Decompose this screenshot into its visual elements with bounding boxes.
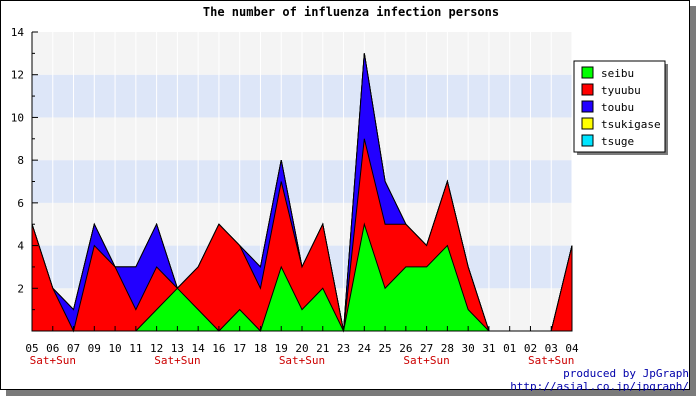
legend-swatch-tsuge [581, 134, 594, 147]
legend-swatch-toubu [581, 100, 594, 113]
x-tick-label: 03 [545, 342, 558, 355]
x-tick-label: 24 [358, 342, 372, 355]
x-tick-label: 18 [254, 342, 267, 355]
x-tick-label: 20 [295, 342, 308, 355]
y-tick-label: 2 [17, 282, 24, 295]
chart-title: The number of influenza infection person… [203, 5, 499, 19]
y-axis-ticks: 2 4 6 8 10 12 14 [11, 26, 38, 311]
weekend-label: Sat+Sun [528, 354, 574, 367]
x-tick-label: 06 [46, 342, 59, 355]
x-tick-label: 04 [565, 342, 579, 355]
legend-label-tsukigase: tsukigase [601, 118, 661, 131]
x-tick-label: 11 [129, 342, 142, 355]
y-tick-label: 12 [11, 69, 24, 82]
chart-svg: The number of influenza infection person… [11, 5, 689, 393]
legend-swatch-seibu [581, 66, 594, 79]
x-tick-label: 31 [482, 342, 495, 355]
legend-label-tsuge: tsuge [601, 135, 634, 148]
credit-url: http://asial.co.jp/jpgraph/ [510, 380, 689, 391]
weekend-label: Sat+Sun [30, 354, 76, 367]
x-tick-label: 19 [275, 342, 288, 355]
weekend-label: Sat+Sun [403, 354, 449, 367]
x-tick-label: 26 [399, 342, 412, 355]
credit-produced-by: produced by JpGraph [563, 367, 689, 380]
legend-label-seibu: seibu [601, 67, 634, 80]
x-tick-label: 10 [108, 342, 121, 355]
legend-swatch-tyuubu [581, 83, 594, 96]
x-tick-label: 17 [233, 342, 246, 355]
y-tick-label: 10 [11, 111, 24, 124]
x-tick-label: 25 [378, 342, 391, 355]
x-tick-label: 23 [337, 342, 350, 355]
chart-card: The number of influenza infection person… [0, 0, 690, 393]
x-tick-label: 28 [441, 342, 454, 355]
legend-label-toubu: toubu [601, 101, 634, 114]
y-tick-label: 6 [17, 197, 24, 210]
y-tick-label: 14 [11, 26, 25, 39]
x-tick-label: 27 [420, 342, 433, 355]
x-tick-label: 01 [503, 342, 516, 355]
legend-swatch-tsukigase [581, 117, 594, 130]
chart-shadow-bottom [6, 390, 696, 396]
weekend-label: Sat+Sun [279, 354, 325, 367]
x-tick-label: 09 [88, 342, 101, 355]
y-tick-label: 4 [17, 240, 24, 253]
x-tick-label: 02 [524, 342, 537, 355]
x-tick-label: 13 [171, 342, 184, 355]
legend: seibu tyuubu toubu tsukigase tsuge [573, 60, 668, 155]
x-tick-label: 30 [462, 342, 475, 355]
area-series [31, 53, 573, 333]
x-tick-label: 12 [150, 342, 163, 355]
x-tick-label: 21 [316, 342, 329, 355]
legend-label-tyuubu: tyuubu [601, 84, 641, 97]
chart-shadow [690, 6, 696, 396]
x-tick-label: 16 [212, 342, 225, 355]
x-tick-label: 05 [25, 342, 38, 355]
weekend-label: Sat+Sun [154, 354, 200, 367]
x-tick-label: 07 [67, 342, 80, 355]
y-tick-label: 8 [17, 154, 24, 167]
x-tick-label: 14 [192, 342, 206, 355]
